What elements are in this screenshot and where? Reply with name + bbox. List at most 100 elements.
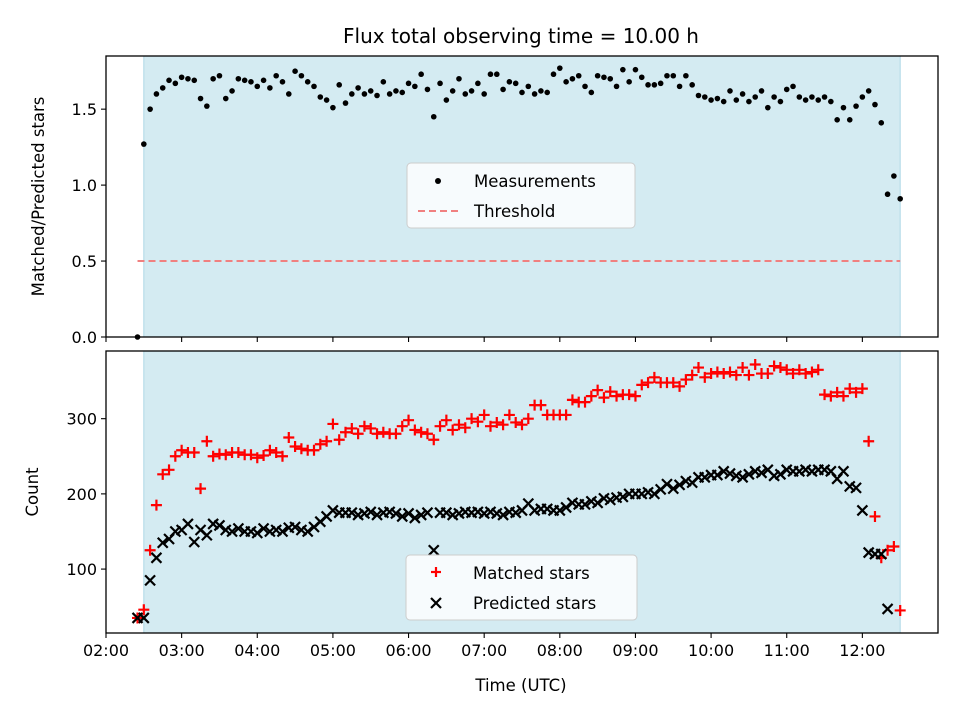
- measurement-point: [638, 74, 645, 81]
- matched-star-point: [459, 422, 471, 434]
- predicted-star-point: [554, 504, 566, 517]
- predicted-star-point: [213, 519, 226, 532]
- measurements-legend-label: Measurements: [474, 172, 596, 191]
- matched-star-point: [251, 452, 263, 464]
- measurement-point: [487, 71, 494, 78]
- predicted-star-point: [661, 478, 673, 490]
- top-y-tick-label: 0.5: [72, 252, 97, 271]
- predicted-star-point: [251, 527, 264, 539]
- measurement-point: [437, 80, 443, 87]
- predicted-star-point: [856, 504, 869, 517]
- measurement-point: [727, 88, 733, 94]
- predicted-star-point: [774, 468, 787, 481]
- measurement-point: [865, 88, 872, 94]
- measurement-point: [449, 88, 456, 94]
- measurement-point: [531, 91, 538, 97]
- predicted-star-point: [201, 529, 213, 542]
- measurement-point: [714, 95, 721, 102]
- predicted-star-point: [560, 501, 572, 514]
- matched-star-point: [396, 420, 408, 432]
- matched-star-point: [491, 416, 503, 428]
- top-y-axis-label: Matched/Predicted stars: [29, 97, 48, 297]
- matched-star-point: [220, 449, 232, 461]
- measurement-point: [802, 97, 809, 103]
- measurement-point: [248, 79, 254, 85]
- matched-star-point: [377, 426, 389, 438]
- measurement-point: [273, 72, 279, 79]
- matched-star-point: [516, 419, 528, 431]
- predicted-star-point: [144, 574, 156, 587]
- measurement-point: [809, 94, 815, 100]
- predicted-star-point: [497, 509, 509, 521]
- predicted-star-point: [346, 506, 358, 519]
- predicted-star-point: [755, 467, 768, 479]
- measurement-point: [185, 75, 191, 82]
- matched-star-point: [629, 390, 641, 402]
- predicted-star-point: [390, 507, 402, 520]
- matched-star-point: [894, 604, 906, 616]
- matched-star-point: [730, 369, 742, 381]
- predicted-star-point: [837, 465, 850, 478]
- matched-star-point: [781, 364, 793, 376]
- bottom-y-axis: 100 200 300: [66, 410, 106, 579]
- predicted-star-point: [232, 522, 245, 535]
- predicted-star-point: [667, 482, 680, 495]
- matched-star-point: [831, 386, 843, 398]
- matched-star-point: [585, 390, 597, 402]
- top-x-ticks: [105, 337, 863, 342]
- measurement-point: [569, 75, 576, 82]
- measurement-point: [178, 74, 185, 81]
- measurement-point: [349, 91, 355, 97]
- matched-star-point: [188, 447, 200, 459]
- bottom-x-axis: 02:00 03:00 04:00 05:00 06:00 07:00 08:00 09:00…: [83, 633, 885, 660]
- measurement-point: [884, 191, 891, 198]
- measurement-point: [607, 75, 614, 82]
- matched-star-point: [434, 420, 446, 432]
- matched-star-point: [283, 431, 295, 443]
- measurement-point: [141, 141, 147, 147]
- measurement-point: [651, 82, 658, 88]
- predicted-star-point: [182, 518, 194, 530]
- top-legend: Measurements Threshold: [406, 162, 636, 229]
- measurement-point: [544, 89, 551, 96]
- matched-star-point: [163, 464, 175, 476]
- matched-star-point: [611, 390, 623, 402]
- predicted-star-point: [156, 536, 169, 549]
- matched-star-point: [314, 438, 326, 450]
- matched-star-point: [566, 394, 578, 406]
- bottom-legend: Matched stars Predicted stars: [405, 554, 638, 621]
- measurement-point: [575, 72, 582, 79]
- measurement-point: [159, 85, 166, 91]
- bottom-x-axis-label: Time (UTC): [474, 676, 566, 695]
- matched-star-point: [409, 424, 421, 436]
- matched-star-point: [207, 450, 219, 462]
- measurement-point: [229, 88, 235, 94]
- matched-star-point: [333, 434, 345, 446]
- matched-star-point: [825, 390, 837, 402]
- matched-star-point: [245, 449, 257, 461]
- predicted-star-point: [875, 548, 888, 560]
- matched-star-point: [358, 420, 370, 432]
- predicted-stars-legend-label: Predicted stars: [473, 594, 596, 613]
- measurement-point: [733, 97, 740, 103]
- measurement-point: [197, 95, 204, 102]
- measurement-point: [708, 97, 714, 103]
- measurement-point: [519, 89, 525, 96]
- measurement-point: [626, 79, 632, 85]
- measurement-point: [147, 106, 153, 112]
- bottom-y-tick-label: 100: [66, 560, 97, 579]
- matched-star-point: [522, 413, 534, 425]
- matched-star-point: [869, 510, 881, 522]
- matched-star-point: [711, 366, 723, 378]
- matched-star-point: [201, 435, 213, 447]
- matched-star-point: [560, 409, 572, 421]
- measurement-point: [588, 89, 595, 96]
- matched-star-point: [365, 422, 377, 434]
- top-y-tick-label: 0.0: [72, 328, 97, 347]
- measurement-point: [689, 82, 695, 88]
- matched-star-point: [340, 426, 352, 438]
- measurement-point: [739, 91, 746, 97]
- measurement-point: [506, 79, 513, 85]
- measurement-point: [891, 173, 897, 179]
- top-y-axis: 0.0 0.5 1.0 1.5: [72, 100, 106, 347]
